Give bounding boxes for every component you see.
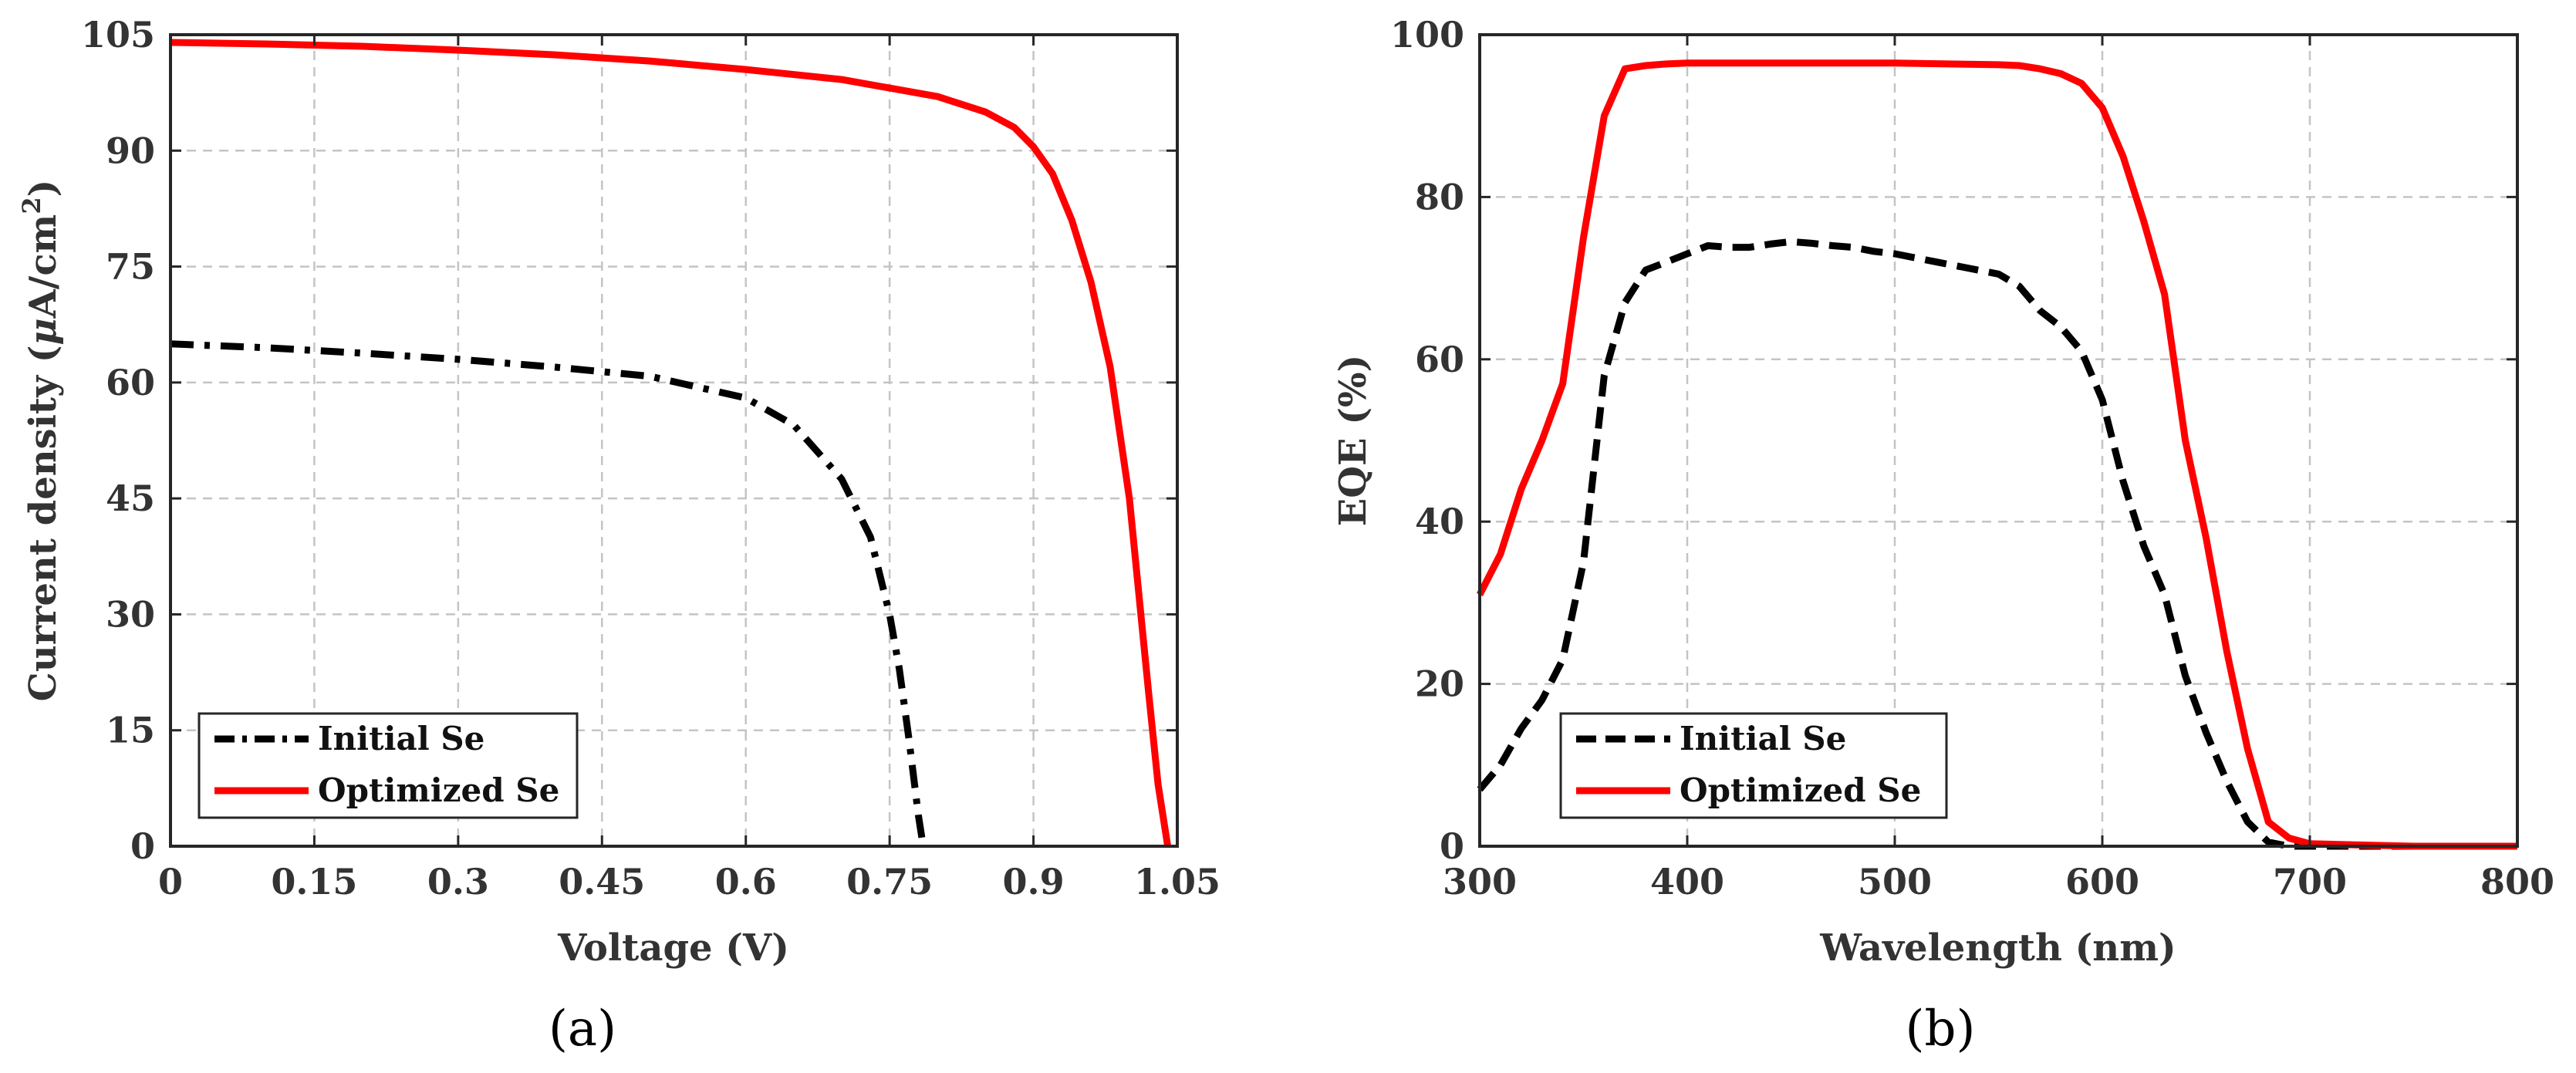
panel-b-ytick-label: 60 (1415, 339, 1464, 380)
panel-a-legend-box (198, 712, 579, 819)
panel-a-ytick-label: 60 (106, 362, 155, 403)
panel-b-ytick-label: 20 (1415, 663, 1464, 705)
panel-b-y-axis-label: EQE (%) (1332, 355, 1375, 527)
panel-a-xtick-label: 0.9 (1003, 861, 1065, 903)
panel-b-axes-frame (1478, 33, 2519, 848)
panel-b-xtick-label: 600 (2065, 861, 2139, 903)
panel-a-series-optimized-se-line (170, 39, 1172, 847)
panel-a-y-label-sup: 2 (17, 197, 46, 214)
panel-b-ytick-label: 100 (1390, 14, 1464, 56)
panel-b-xtick-label: 500 (1858, 861, 1932, 903)
panel-b-xtick-label: 400 (1650, 861, 1724, 903)
panel-a-series (170, 39, 1172, 847)
panel-b-legend-initial-label: Initial Se (1680, 720, 1846, 758)
panel-b-series-optimized-se-line (1476, 59, 2517, 850)
panel-b-legend-optimized-label: Optimized Se (1680, 771, 1921, 809)
panel-a-ytick-label: 105 (81, 14, 155, 56)
panel-a-ticks: 0 0.15 0.3 0.45 0.6 0.75 0.9 1.05 0 15 30 45 60 75 90 1… (81, 14, 1220, 903)
panel-a-xtick-label: 0.45 (559, 861, 645, 903)
panel-a-ytick-label: 45 (106, 477, 155, 519)
panel-b-series-initial-se-line (1477, 238, 2517, 850)
panel-b: 300 400 500 600 700 800 0 20 40 60 80 100 Wavelengt… (1332, 14, 2554, 1058)
panel-a-x-axis-label: Voltage (V) (557, 926, 789, 970)
panel-b-xtick-label: 300 (1443, 861, 1517, 903)
panel-a-xtick-label: 0.75 (846, 861, 933, 903)
panel-a-ytick-label: 30 (106, 593, 155, 635)
panel-b-ytick-label: 0 (1440, 825, 1464, 867)
panel-b-ticks: 300 400 500 600 700 800 0 20 40 60 80 100 (1390, 14, 2554, 903)
panel-a-y-label-mu: μ (22, 318, 65, 345)
panel-b-ytick-label: 40 (1415, 501, 1464, 542)
panel-a-legend-initial-label: Initial Se (318, 720, 484, 758)
panel-b-xtick-label: 800 (2480, 861, 2554, 903)
panel-a-xtick-label: 1.05 (1134, 861, 1220, 903)
panel-b-series (1476, 59, 2517, 850)
panel-a-caption: (a) (549, 1000, 616, 1058)
panel-a-y-label-unit: A/cm (22, 214, 65, 319)
panel-b-ytick-label: 80 (1415, 176, 1464, 218)
panel-a-ytick-label: 75 (106, 246, 155, 288)
panel-a-axes-frame (169, 33, 1179, 848)
panel-a-xtick-label: 0.3 (427, 861, 489, 903)
panel-b-x-axis-label: Wavelength (nm) (1819, 926, 2176, 970)
panel-a-ytick-label: 15 (106, 710, 155, 751)
panel-a-xtick-label: 0.6 (715, 861, 777, 903)
panel-a-legend-optimized-label: Optimized Se (318, 771, 559, 809)
panel-a-xtick-label: 0 (158, 861, 183, 903)
panel-b-xtick-label: 700 (2273, 861, 2347, 903)
panel-b-gridlines (1480, 35, 2517, 846)
panel-a-y-axis-label: Current density (μA/cm2) (17, 180, 65, 702)
panel-a: 0 0.15 0.3 0.45 0.6 0.75 0.9 1.05 0 15 30 45 60 75 90 1… (17, 14, 1220, 1058)
panel-a-ytick-label: 90 (106, 130, 155, 171)
panel-a-y-label-main: Current density ( (22, 346, 65, 702)
panel-a-xtick-label: 0.15 (271, 861, 357, 903)
panel-a-ytick-label: 0 (130, 825, 155, 867)
panel-a-y-label-close: ) (22, 180, 65, 197)
panel-b-caption: (b) (1906, 1000, 1976, 1058)
panel-a-legend: Initial Se Optimized Se (198, 712, 579, 819)
panel-b-legend-box (1559, 712, 1948, 819)
panel-b-legend: Initial Se Optimized Se (1559, 712, 1948, 819)
